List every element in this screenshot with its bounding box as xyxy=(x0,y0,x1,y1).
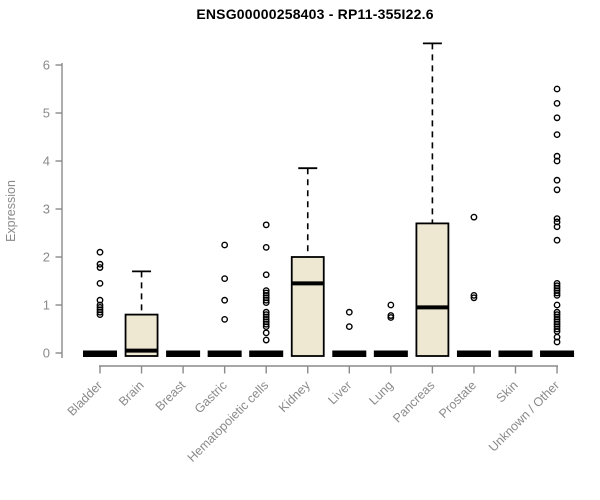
outlier-point-gastric xyxy=(221,241,229,249)
outlier-point-unknown-other xyxy=(553,100,561,107)
outlier-point-bladder xyxy=(96,260,104,268)
outlier-point-hematopoietic-cells xyxy=(262,271,270,279)
collapsed-box-lung xyxy=(373,350,408,357)
outlier-point-prostate xyxy=(470,291,478,299)
outlier-point-bladder xyxy=(96,308,104,316)
outlier-point-bladder xyxy=(96,248,104,256)
x-category-label: Kidney xyxy=(276,378,313,415)
outlier-point-gastric xyxy=(221,296,229,304)
outlier-point-liver xyxy=(345,308,353,316)
x-category-label: Bladder xyxy=(65,378,105,418)
outlier-point-unknown-other xyxy=(553,289,561,297)
outlier-point-hematopoietic-cells xyxy=(262,221,270,229)
outlier-point-unknown-other xyxy=(553,223,561,231)
box-kidney xyxy=(290,256,325,357)
outlier-point-unknown-other xyxy=(553,291,561,299)
outlier-point-prostate xyxy=(470,213,478,221)
outlier-point-hematopoietic-cells xyxy=(262,336,270,344)
outlier-point-unknown-other xyxy=(553,236,561,244)
x-category-label: Lung xyxy=(366,378,396,408)
collapsed-box-gastric xyxy=(207,350,242,357)
collapsed-box-prostate xyxy=(456,350,491,357)
outlier-point-unknown-other xyxy=(553,215,561,223)
outlier-point-prostate xyxy=(470,294,478,302)
outlier-point-hematopoietic-cells xyxy=(262,296,270,304)
x-category-label: Unknown / Other xyxy=(486,378,562,454)
collapsed-box-liver xyxy=(332,350,367,357)
outlier-point-unknown-other xyxy=(553,176,561,184)
collapsed-box-unknown-other xyxy=(540,350,575,357)
outlier-point-hematopoietic-cells xyxy=(262,329,270,337)
y-tick-label: 1 xyxy=(43,298,50,313)
collapsed-box-skin xyxy=(498,350,533,357)
y-tick-label: 0 xyxy=(43,346,50,361)
outlier-point-hematopoietic-cells xyxy=(262,320,270,328)
collapsed-box-bladder xyxy=(83,350,117,357)
outlier-point-unknown-other xyxy=(553,301,561,309)
outlier-point-gastric xyxy=(221,275,229,282)
outlier-point-bladder xyxy=(96,264,104,271)
outlier-point-bladder xyxy=(96,311,104,318)
outlier-point-liver xyxy=(345,323,353,330)
y-tick-label: 3 xyxy=(43,202,50,217)
y-tick-label: 4 xyxy=(43,154,50,169)
x-category-label: Gastric xyxy=(192,378,230,416)
x-category-label: Prostate xyxy=(436,378,479,421)
x-category-label: Breast xyxy=(153,378,189,414)
chart-title: ENSG00000258403 - RP11-355I22.6 xyxy=(196,6,434,22)
outlier-point-gastric xyxy=(221,315,229,323)
x-category-label: Hematopoietic cells xyxy=(185,378,272,465)
outlier-point-unknown-other xyxy=(553,325,561,333)
outlier-point-bladder xyxy=(96,279,104,287)
box-pancreas xyxy=(415,222,450,357)
outlier-point-hematopoietic-cells xyxy=(262,299,270,306)
outlier-point-hematopoietic-cells xyxy=(262,243,270,251)
y-tick-label: 2 xyxy=(43,250,50,265)
outlier-point-hematopoietic-cells xyxy=(262,323,270,330)
y-tick-label: 6 xyxy=(43,58,50,73)
outlier-point-lung xyxy=(387,314,395,321)
outlier-point-unknown-other xyxy=(553,114,561,122)
collapsed-box-hematopoietic-cells xyxy=(249,350,284,357)
outlier-point-unknown-other xyxy=(553,338,561,346)
x-category-label: Brain xyxy=(116,378,147,409)
y-tick-label: 5 xyxy=(43,106,50,121)
outlier-point-lung xyxy=(387,301,395,309)
outlier-point-unknown-other xyxy=(553,186,561,194)
outlier-point-unknown-other xyxy=(553,131,561,139)
outlier-point-unknown-other xyxy=(553,85,561,93)
collapsed-box-breast xyxy=(166,350,201,357)
x-category-label: Liver xyxy=(325,378,354,407)
x-category-label: Pancreas xyxy=(390,378,437,425)
outlier-point-unknown-other xyxy=(553,157,561,165)
x-category-label: Skin xyxy=(494,378,521,405)
